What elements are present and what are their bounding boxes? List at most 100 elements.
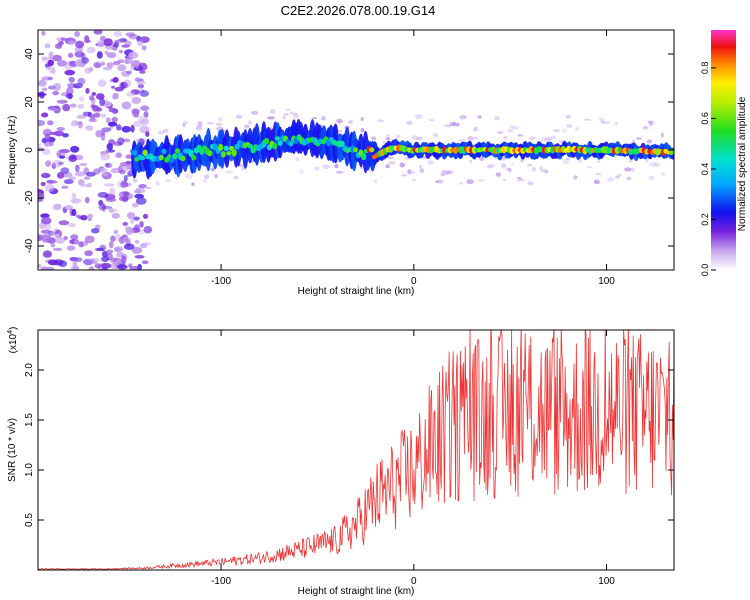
spectrogram-cell-316 (126, 91, 135, 97)
spectrogram-cell-13 (105, 198, 117, 202)
spectrogram-cell-387 (139, 125, 149, 134)
spectrogram-cell-470 (561, 128, 568, 133)
spectrogram-cell-157 (93, 112, 101, 118)
spectrogram-cell-271 (141, 45, 147, 51)
spectrogram-cell-500 (385, 164, 390, 169)
spectrogram-cell-616 (233, 175, 239, 180)
spectrogram-cell-487 (314, 166, 320, 171)
spectrogram-cell-485 (411, 135, 418, 140)
spectrogram-cell-642 (210, 168, 215, 172)
spectrogram-cell-533 (312, 117, 318, 120)
spectrogram-cell-354 (40, 266, 49, 270)
snr-scale-base: (x10 (8, 333, 19, 353)
spectrogram-cell-264 (116, 264, 128, 270)
spectrogram-cell-243 (95, 107, 103, 112)
spectrogram-cell-936 (191, 154, 197, 161)
spectrogram-cell-186 (52, 159, 63, 168)
spectrogram-cell-629 (289, 111, 294, 115)
spectrogram-cell-456 (195, 126, 202, 131)
spectrogram-cell-420 (631, 139, 636, 144)
spectrogram-cell-49 (58, 220, 70, 226)
spectrogram-cell-144 (38, 80, 47, 87)
spectrogram-cell-290 (62, 103, 71, 112)
spectrogram-cell-564 (646, 139, 653, 144)
spectrogram-cell-544 (516, 177, 522, 179)
spectrogram-cell-633 (551, 135, 556, 140)
spectrogram-cell-427 (660, 132, 665, 138)
spectrogram-cell-311 (70, 145, 80, 153)
spectrogram-cell-388 (69, 208, 74, 217)
spectrogram-cell-551 (415, 136, 423, 141)
snr-xlabel: Height of straight line (km) (298, 586, 415, 597)
spectrogram-cell-66 (131, 246, 143, 254)
spectrogram-cell-194 (60, 167, 70, 175)
spectrogram-cell-929 (172, 153, 178, 160)
spectrogram-cell-341 (130, 124, 135, 133)
spectrogram-cell-327 (38, 235, 43, 242)
spectrogram-cell-294 (65, 93, 73, 99)
spectrogram-cell-211 (79, 163, 88, 166)
spectrogram-cell-628 (645, 158, 649, 163)
spectrogram-cell-40 (64, 69, 75, 76)
spectrogram-cell-297 (38, 197, 44, 202)
spectrogram-cell-254 (134, 193, 145, 199)
spectrogram-cell-226 (47, 120, 54, 126)
spectrogram-cell-590 (607, 177, 615, 182)
spectrogram-cell-77 (56, 172, 65, 179)
spectrogram-cell-394 (44, 133, 51, 141)
spectrogram-cell-675 (540, 137, 548, 143)
spectrogram-cell-301 (93, 62, 101, 69)
spectrogram-cell-324 (52, 204, 62, 211)
spectrogram-cell-348 (77, 103, 85, 109)
figure-title: C2E2.2026.078.00.19.G14 (281, 3, 436, 18)
spectrogram-cell-4 (63, 179, 74, 185)
spectrogram-cell-607 (248, 120, 252, 125)
spectrogram-cell-479 (335, 170, 344, 174)
spectrogram-cell-635 (163, 128, 169, 133)
spectrogram-cell-390 (38, 92, 43, 97)
spectrogram-cell-253 (57, 161, 64, 166)
spectrogram-cell-502 (433, 133, 439, 137)
snr-scale-exponent: 4 (7, 330, 14, 334)
spectrogram-cell-531 (459, 182, 464, 185)
spectrogram-cell-624 (502, 167, 509, 170)
spectrogram-cell-543 (360, 127, 365, 133)
spectrogram-cell-488 (215, 122, 223, 126)
spectrogram-cell-482 (477, 115, 482, 119)
spectrogram-cell-15 (121, 101, 132, 110)
spectrogram-cell-197 (49, 131, 58, 136)
spectrogram-cell-160 (41, 112, 49, 118)
spectrogram-cell-601 (434, 180, 440, 184)
spectrogram-cell-467 (472, 136, 479, 140)
spectrogram-cell-47 (105, 117, 111, 124)
spectrogram-cell-262 (54, 233, 60, 238)
spectrogram-cell-29 (74, 31, 80, 37)
spectrogram-cell-338 (73, 83, 83, 89)
spectrogram-cell-199 (129, 266, 141, 270)
spectrogram-cell-591 (502, 179, 506, 182)
spectrogram-cell-130 (87, 218, 92, 221)
spectrogram-cell-224 (48, 65, 54, 74)
spectrogram-ytick-label: 0 (24, 147, 35, 153)
spectrogram-cell-34 (97, 191, 109, 198)
spectrogram-cell-494 (428, 119, 435, 122)
spectrogram-panel: -100 0 100 -40 -20 0 20 40 Height of straight … (7, 29, 675, 297)
spectrogram-cell-932 (180, 155, 186, 162)
spectrogram-cell-239 (123, 79, 132, 88)
spectrogram-cell-124 (41, 55, 48, 63)
spectrogram-cell-284 (140, 118, 150, 126)
spectrogram-cell-368 (117, 137, 125, 146)
spectrogram-cell-227 (143, 226, 153, 234)
spectrogram-cell-428 (334, 163, 339, 169)
spectrogram-cell-595 (396, 134, 401, 139)
spectrogram-cell-272 (41, 87, 48, 92)
spectrogram-cell-925 (161, 148, 167, 155)
spectrogram-cell-313 (94, 263, 101, 269)
spectrogram-cell-608 (360, 117, 364, 122)
spectrogram-cell-11 (80, 214, 88, 221)
spectrogram-cell-126 (85, 125, 94, 131)
snr-ytick-label: 1.0 (24, 463, 35, 477)
spectrogram-cell-631 (529, 136, 536, 141)
snr-panel: -100 0 100 0.5 1.0 1.5 2.0 Height of straight… (7, 327, 675, 597)
snr-scale-close: ) (8, 327, 19, 330)
